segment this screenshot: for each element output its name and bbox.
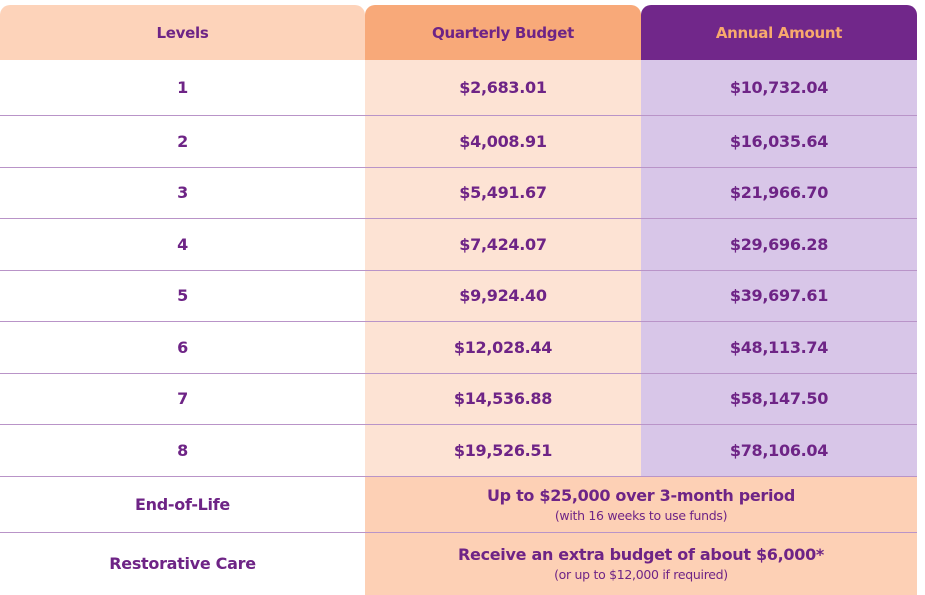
annual-cell: $39,697.61	[641, 270, 917, 321]
annual-cell: $10,732.04	[641, 60, 917, 115]
annual-cell: $48,113.74	[641, 322, 917, 373]
row-label: End-of-Life	[135, 494, 230, 514]
table-header: Levels Quarterly Budget Annual Amount	[0, 5, 917, 60]
table-row: 4 $7,424.07 $29,696.28	[0, 219, 917, 271]
sub-text: (or up to $12,000 if required)	[554, 567, 728, 582]
quarterly-cell: $14,536.88	[365, 373, 641, 424]
main-text: Up to $25,000 over 3-month period	[486, 485, 796, 505]
level-cell: 8	[177, 440, 188, 460]
annual-cell: $58,147.50	[641, 373, 917, 424]
merged-cell: Up to $25,000 over 3-month period (with …	[365, 476, 917, 532]
table-row: 8 $19,526.51 $78,106.04	[0, 425, 917, 477]
quarterly-cell: $12,028.44	[365, 322, 641, 373]
table-row: 5 $9,924.40 $39,697.61	[0, 270, 917, 322]
quarterly-cell: $2,683.01	[365, 60, 641, 115]
sub-text: (with 16 weeks to use funds)	[554, 507, 728, 523]
level-cell: 1	[177, 78, 188, 97]
annual-cell: $21,966.70	[641, 167, 917, 218]
annual-cell: $16,035.64	[641, 116, 917, 167]
row-label: Restorative Care	[109, 554, 256, 573]
level-cell: 2	[177, 131, 188, 151]
table-row: 2 $4,008.91 $16,035.64	[0, 116, 917, 168]
header-quarterly-budget: Quarterly Budget	[365, 5, 641, 60]
table-row-restorative-care: Restorative Care Receive an extra budget…	[0, 532, 917, 595]
annual-cell: $29,696.28	[641, 219, 917, 270]
table-row: 3 $5,491.67 $21,966.70	[0, 167, 917, 219]
table-row: 6 $12,028.44 $48,113.74	[0, 322, 917, 374]
main-text: Receive an extra budget of about $6,000*	[458, 545, 824, 564]
level-cell: 4	[177, 234, 188, 254]
level-cell: 6	[177, 337, 188, 357]
quarterly-cell: $19,526.51	[365, 425, 641, 476]
merged-cell: Receive an extra budget of about $6,000*…	[365, 532, 917, 595]
quarterly-cell: $7,424.07	[365, 219, 641, 270]
table-row-end-of-life: End-of-Life Up to $25,000 over 3-month p…	[0, 476, 917, 533]
quarterly-cell: $4,008.91	[365, 116, 641, 167]
header-levels: Levels	[0, 5, 365, 60]
quarterly-cell: $9,924.40	[365, 270, 641, 321]
quarterly-cell: $5,491.67	[365, 167, 641, 218]
level-cell: 7	[177, 389, 188, 409]
table-row: 7 $14,536.88 $58,147.50	[0, 373, 917, 425]
table-row: 1 $2,683.01 $10,732.04	[0, 60, 917, 116]
budget-table: Levels Quarterly Budget Annual Amount 1 $…	[0, 5, 917, 595]
header-annual-amount: Annual Amount	[641, 5, 917, 60]
annual-cell: $78,106.04	[641, 425, 917, 476]
level-cell: 5	[177, 286, 188, 306]
level-cell: 3	[177, 183, 188, 203]
